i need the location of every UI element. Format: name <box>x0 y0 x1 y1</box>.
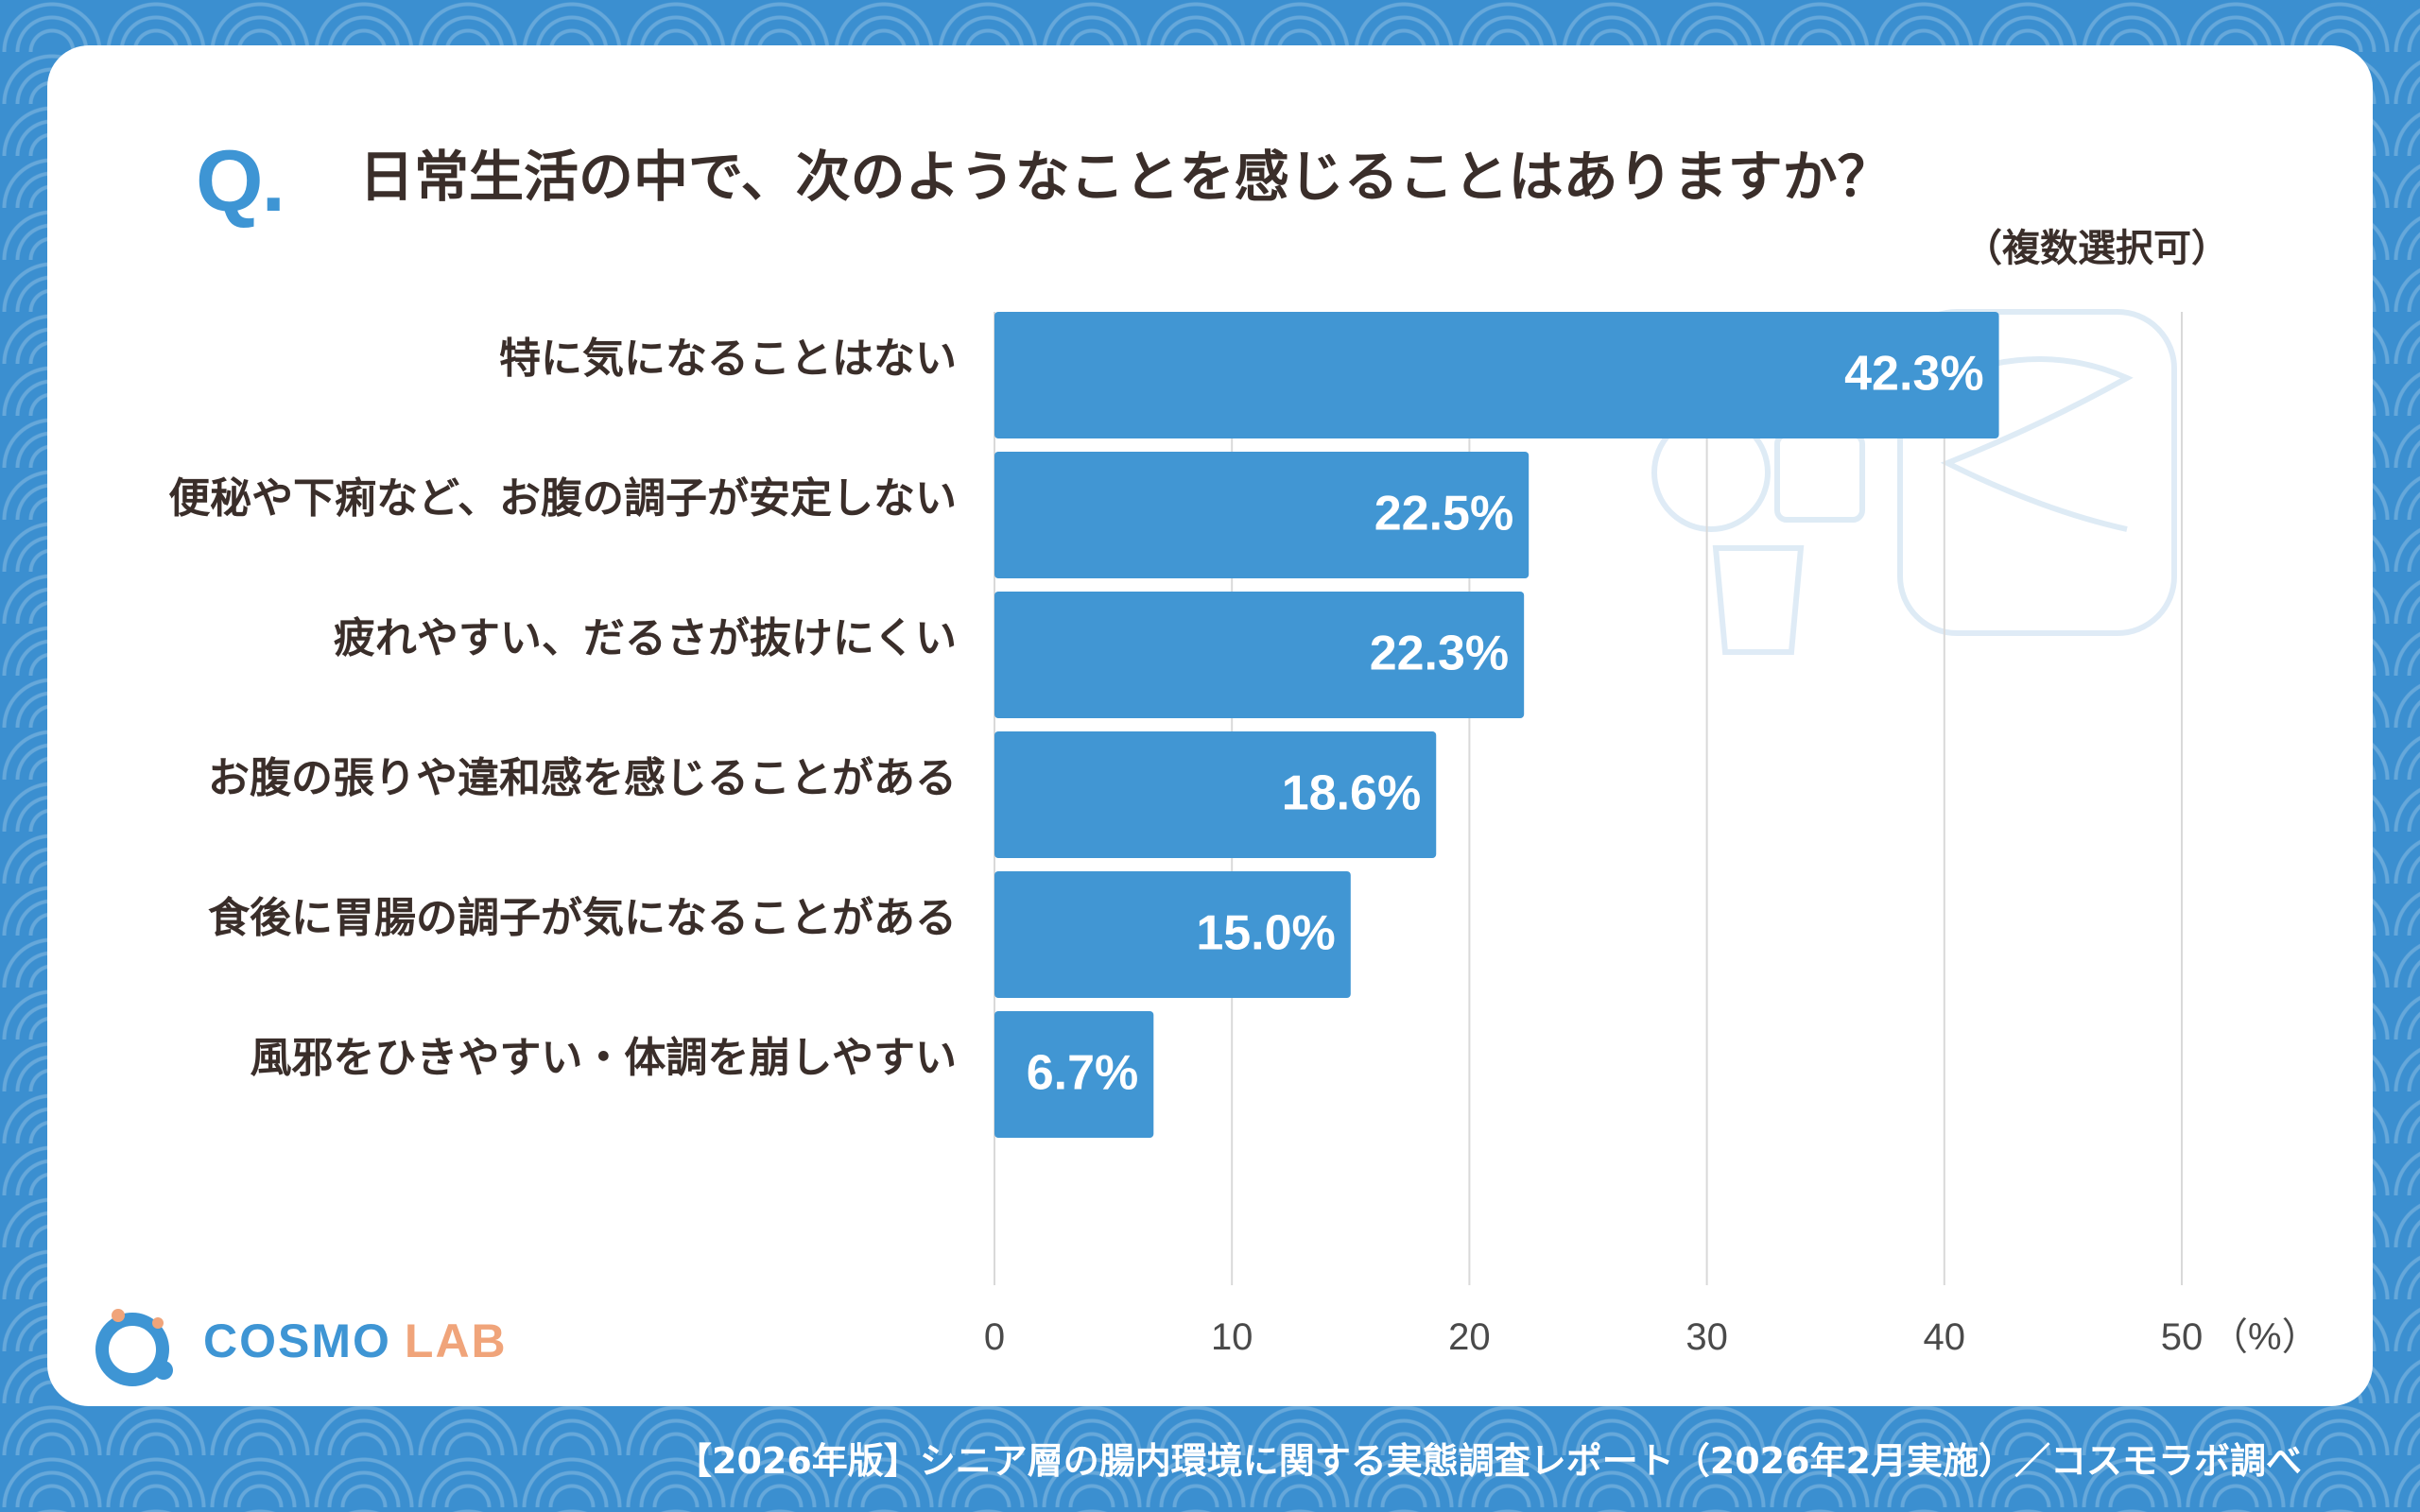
value-label: 6.7% <box>1027 1046 1139 1101</box>
bar <box>994 871 1351 998</box>
x-unit-label: （%） <box>2210 1316 2320 1358</box>
bar <box>994 731 1437 858</box>
value-label: 18.6% <box>1282 766 1421 821</box>
cosmo-lab-logo: COSMO LAB <box>90 1302 506 1387</box>
x-tick-label: 30 <box>1685 1316 1728 1358</box>
x-tick-label: 40 <box>1924 1316 1966 1358</box>
chart-title: 日常生活の中で、次のようなことを感じることはありますか？ <box>359 145 1893 209</box>
category-label: お腹の張りや違和感を感じることがある <box>208 754 957 802</box>
logo-text: COSMO LAB <box>203 1314 508 1368</box>
category-label: 食後に胃腸の調子が気になることがある <box>208 894 957 942</box>
x-tick-label: 0 <box>984 1316 1005 1358</box>
source-footer: 【2026年版】シニア層の腸内環境に関する実態調査レポート（2026年2月実施）… <box>676 1440 2302 1482</box>
x-tick-label: 10 <box>1211 1316 1253 1358</box>
bar <box>994 312 1999 438</box>
value-label: 22.3% <box>1370 627 1509 681</box>
logo-suffix: LAB <box>404 1314 508 1367</box>
bar <box>994 592 1525 718</box>
chart-subtitle: （複数選択可） <box>1964 227 2229 270</box>
bar <box>994 1011 1154 1138</box>
category-label: 特に気になることはない <box>499 335 957 383</box>
question-mark: Q. <box>196 133 285 230</box>
bar <box>994 452 1530 578</box>
value-label: 15.0% <box>1196 906 1335 961</box>
x-tick-label: 20 <box>1448 1316 1491 1358</box>
x-tick-label: 50 <box>2161 1316 2204 1358</box>
category-label: 疲れやすい、だるさが抜けにくい <box>334 614 957 662</box>
category-label: 風邪をひきやすい・体調を崩しやすい <box>250 1034 957 1082</box>
category-label: 便秘や下痢など、お腹の調子が安定しない <box>168 474 957 523</box>
logo-brand: COSMO <box>203 1314 391 1367</box>
value-label: 42.3% <box>1844 347 1983 402</box>
value-label: 22.5% <box>1374 487 1513 541</box>
chart-card <box>47 45 2373 1406</box>
logo-icon <box>95 1309 173 1386</box>
